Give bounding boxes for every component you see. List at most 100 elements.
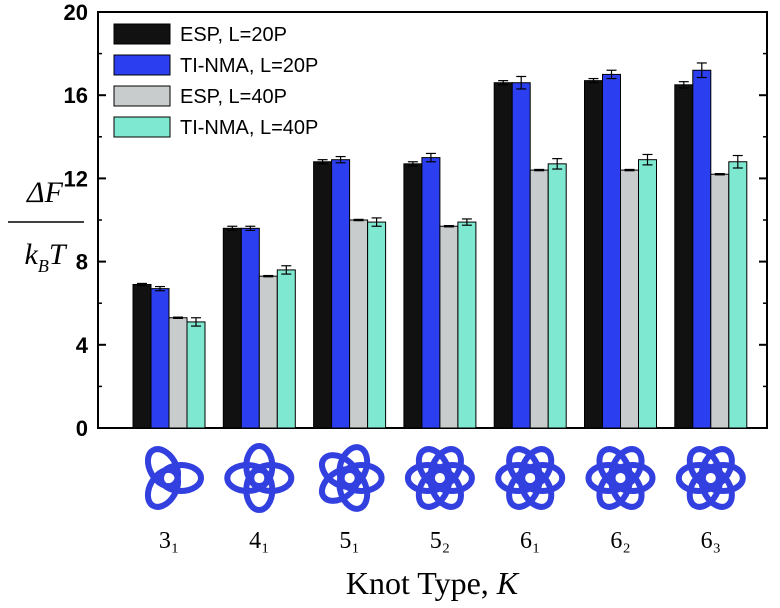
bar	[222, 227, 242, 429]
bar	[132, 283, 152, 429]
bar	[258, 275, 278, 429]
error-bar	[534, 168, 545, 172]
x-tick-label: 6₁	[520, 528, 540, 554]
bar	[511, 82, 531, 429]
bar	[602, 73, 621, 429]
error-bar	[642, 153, 653, 166]
bar	[150, 288, 170, 429]
x-tick-label: 3₁	[159, 528, 179, 554]
error-bar	[155, 285, 165, 292]
x-tick-label: 5₁	[339, 528, 359, 554]
error-bar	[173, 316, 183, 319]
bar	[421, 157, 441, 429]
error-bar	[606, 69, 617, 80]
bar	[186, 321, 206, 429]
y-tick-label: 0	[76, 416, 88, 441]
knot-icon	[318, 444, 385, 512]
legend-swatch	[113, 116, 171, 138]
knot-loop	[144, 446, 182, 490]
bar	[457, 221, 477, 429]
legend-label: TI-NMA, L=40P	[180, 117, 318, 139]
error-bar	[678, 81, 689, 89]
bar	[620, 169, 639, 429]
error-bar	[461, 218, 472, 226]
knot-loop	[144, 466, 182, 510]
x-label: Knot Type, K	[346, 565, 520, 601]
y-tick-label: 12	[64, 166, 88, 191]
y-tick-label: 4	[76, 333, 89, 358]
bar	[638, 159, 657, 429]
legend-label: ESP, L=40P	[180, 86, 287, 108]
x-tick-label: 5₂	[430, 528, 450, 554]
bar	[493, 82, 513, 429]
knot-loop	[427, 446, 464, 490]
y-label-sub: B	[38, 256, 49, 276]
bar	[529, 169, 549, 429]
error-bar	[714, 173, 725, 176]
error-bar	[317, 159, 328, 165]
bar	[240, 227, 260, 429]
error-bar	[732, 154, 743, 169]
bar	[584, 80, 603, 429]
error-bar	[245, 225, 256, 231]
bar	[349, 219, 369, 429]
y-tick-label: 8	[76, 250, 88, 275]
knot-icon	[404, 446, 475, 510]
knot-loop	[698, 446, 735, 490]
error-bar	[552, 158, 563, 170]
error-bar	[137, 282, 147, 287]
legend-swatch	[113, 85, 171, 107]
error-bar	[516, 75, 527, 90]
legend-label: ESP, L=20P	[180, 24, 287, 46]
x-tick-label: 6₃	[701, 528, 721, 554]
error-bar	[588, 77, 599, 84]
bar	[313, 161, 333, 429]
bar	[276, 269, 296, 429]
error-bar	[263, 274, 274, 278]
x-tick-label: 6₂	[610, 528, 630, 554]
error-bar	[443, 225, 454, 228]
y-label-k: k	[24, 238, 38, 271]
y-tick-label: 20	[64, 0, 88, 25]
bar	[331, 159, 351, 429]
x-label-text: Knot Type,	[346, 565, 497, 601]
knot-icon	[585, 446, 656, 510]
knot-icon	[675, 446, 746, 510]
error-bar	[624, 168, 635, 172]
knot-icon	[144, 446, 204, 510]
y-label-numerator: ΔF	[26, 176, 64, 209]
error-bar	[407, 161, 418, 167]
y-tick-label: 16	[64, 83, 88, 108]
knot-loop	[336, 444, 371, 490]
error-bar	[227, 225, 238, 231]
error-bar	[425, 152, 436, 163]
bar	[710, 173, 730, 429]
bar	[367, 221, 387, 429]
error-bar	[371, 217, 382, 227]
bar	[403, 163, 423, 429]
bar	[674, 84, 694, 429]
error-bar	[696, 62, 707, 79]
knot-loop	[608, 446, 645, 490]
error-bar	[498, 80, 509, 86]
knot-loop	[518, 446, 555, 490]
knot-loop	[243, 443, 276, 489]
y-label-t: T	[49, 238, 68, 271]
bar	[728, 161, 748, 429]
error-bar	[335, 155, 346, 164]
legend-label: TI-NMA, L=20P	[180, 55, 318, 77]
legend-swatch	[113, 23, 171, 45]
bar	[168, 317, 188, 429]
knot-icon	[224, 443, 295, 513]
error-bar	[281, 265, 292, 275]
bar	[547, 163, 567, 429]
knot-icon	[495, 446, 566, 510]
error-bar	[191, 317, 201, 327]
x-tick-label: 4₁	[249, 528, 269, 554]
y-label-denominator: kBT	[24, 238, 67, 276]
x-label-var: K	[496, 565, 520, 601]
error-bar	[353, 218, 364, 222]
knot-loop	[158, 462, 204, 494]
bar	[439, 225, 459, 429]
